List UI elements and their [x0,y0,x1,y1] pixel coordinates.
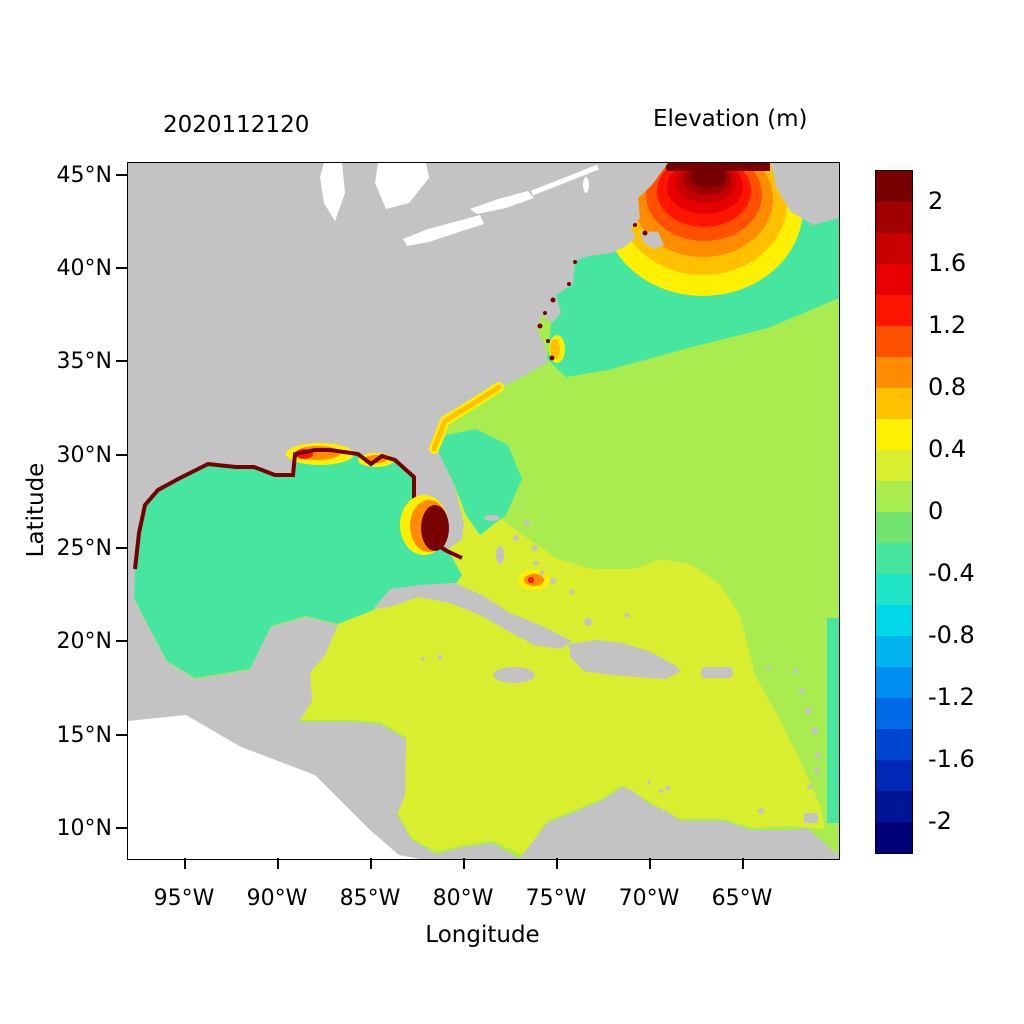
colorbar-label: -1.2 [928,683,975,711]
timestamp-title: 2020112120 [163,112,310,138]
colorbar-segment [876,543,912,574]
colorbar-segment [876,729,912,760]
gulf-of-mexico-region [134,450,462,678]
caribbean-region [299,495,825,855]
colorbar-segment [876,605,912,636]
y-tick-mark [116,734,127,736]
mid-atlantic-coast-dots [537,223,648,361]
x-tick-mark [277,858,279,869]
colorbar-segment [876,264,912,295]
colorbar-label: 0 [928,497,944,525]
great-lakes [320,163,599,246]
land-cape-cod [640,231,664,249]
x-tick-mark [370,858,372,869]
y-tick-label: 25°N [56,536,112,561]
colorbar-segment [876,450,912,481]
x-tick-mark [556,858,558,869]
gulf-coast-dark-red-strip [133,448,429,570]
colorbar-segment [876,326,912,357]
colorbar-label: -2 [928,807,952,835]
x-tick-mark [742,858,744,869]
x-tick-label: 85°W [339,886,401,911]
y-tick-mark [116,454,127,456]
colorbar-label: 1.6 [928,249,967,277]
map-plot-frame [127,162,840,860]
colorbar-label: -1.6 [928,745,975,773]
land-south-america [520,787,839,859]
colorbar-segment [876,171,912,202]
colorbar-segment [876,295,912,326]
x-tick-label: 80°W [432,886,494,911]
land-north-america [128,163,668,859]
colorbar-label: 2 [928,187,944,215]
land-jamaica [493,667,535,683]
southwest-florida-surge [400,495,463,560]
colorbar-label: -0.8 [928,621,975,649]
colorbar-segment [876,574,912,605]
x-tick-label: 65°W [711,886,773,911]
colorbar [875,170,913,854]
colorbar-segment [876,512,912,543]
land-lesser-antilles [647,666,821,823]
colorbar-segment [876,202,912,233]
map-canvas [128,163,839,859]
colorbar-segment [876,667,912,698]
y-tick-label: 30°N [56,443,112,468]
bahamas-elevation-spot [518,570,550,590]
x-tick-label: 90°W [246,886,308,911]
land-puerto-rico [701,667,733,678]
y-tick-label: 10°N [56,816,112,841]
y-tick-label: 40°N [56,256,112,281]
x-tick-mark [184,858,186,869]
x-axis-title: Longitude [425,922,540,948]
colorbar-segment [876,481,912,512]
land-nova-scotia [771,163,839,225]
colorbar-segment [876,791,912,822]
y-tick-mark [116,267,127,269]
colorbar-segment [876,698,912,729]
x-tick-label: 95°W [153,886,215,911]
y-tick-mark [116,360,127,362]
east-edge-teal-strip [827,618,839,823]
colorbar-segment [876,636,912,667]
land-bahamas [484,515,630,626]
land-cayman-islands [421,654,443,661]
y-axis-title: Latitude [23,462,49,558]
colorbar-segment [876,760,912,791]
colorbar-label: 1.2 [928,311,967,339]
colorbar-segment [876,822,912,853]
y-tick-label: 35°N [56,349,112,374]
pacific-no-data-region [128,715,420,859]
land-cuba [373,583,572,649]
y-tick-label: 45°N [56,163,112,188]
colorbar-label: 0.4 [928,435,967,463]
southeast-coast-teal-patch [438,429,522,535]
coastal-anomalies [133,223,648,570]
y-tick-mark [116,640,127,642]
islands [373,515,821,823]
gulf-of-maine-surge-rings [603,163,803,296]
y-tick-label: 20°N [56,629,112,654]
colorbar-segment [876,419,912,450]
y-tick-label: 15°N [56,723,112,748]
y-tick-mark [116,547,127,549]
y-tick-mark [116,827,127,829]
x-tick-label: 75°W [525,886,587,911]
y-tick-mark [116,174,127,176]
x-tick-mark [649,858,651,869]
colorbar-label: 0.8 [928,373,967,401]
colorbar-segment [876,357,912,388]
colorbar-segment [876,233,912,264]
colorbar-segment [876,388,912,419]
colorbar-title: Elevation (m) [653,106,808,132]
x-tick-mark [463,858,465,869]
colorbar-label: -0.4 [928,559,975,587]
x-tick-label: 70°W [618,886,680,911]
land-hispaniola [568,640,681,679]
